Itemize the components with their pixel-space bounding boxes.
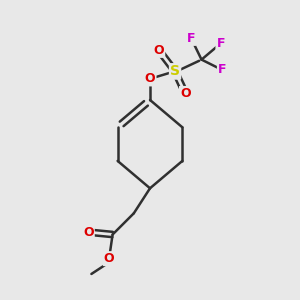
Text: F: F	[218, 63, 226, 76]
Text: O: O	[104, 252, 114, 265]
Text: F: F	[187, 32, 196, 45]
Text: S: S	[170, 64, 180, 78]
Text: O: O	[145, 72, 155, 85]
Text: O: O	[180, 87, 190, 100]
Text: F: F	[216, 37, 225, 50]
Text: O: O	[83, 226, 94, 239]
Text: O: O	[154, 44, 164, 57]
Text: O: O	[180, 87, 190, 100]
Text: S: S	[170, 64, 180, 78]
Text: O: O	[145, 72, 155, 85]
Text: O: O	[154, 44, 164, 57]
